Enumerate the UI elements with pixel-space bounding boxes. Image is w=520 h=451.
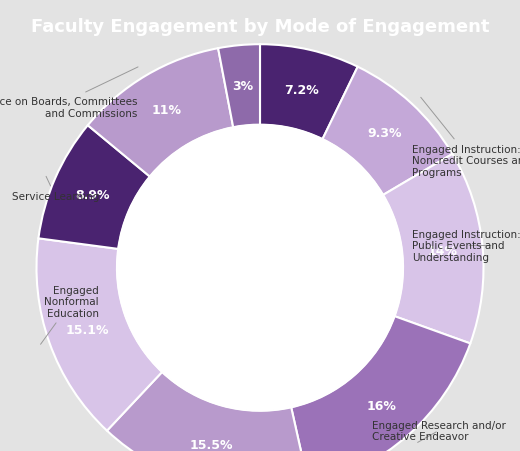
Text: 8.9%: 8.9% <box>75 189 109 202</box>
Text: Engaged Instruction:
Noncredit Courses and
Programs: Engaged Instruction: Noncredit Courses a… <box>412 98 520 178</box>
Wedge shape <box>383 155 484 344</box>
Text: 15.5%: 15.5% <box>190 438 233 451</box>
Wedge shape <box>107 372 309 451</box>
Text: 7.2%: 7.2% <box>284 83 318 97</box>
Text: Engaged
Nonformal
Education: Engaged Nonformal Education <box>41 285 99 345</box>
Text: 9.3%: 9.3% <box>367 127 401 140</box>
Text: 15.1%: 15.1% <box>66 323 109 336</box>
Text: Engaged Research and/or
Creative Endeavor: Engaged Research and/or Creative Endeavo… <box>372 420 505 442</box>
Wedge shape <box>36 239 162 431</box>
Wedge shape <box>322 68 452 195</box>
Text: Experiential Learning: Experiential Learning <box>0 450 1 451</box>
Text: 3%: 3% <box>232 79 253 92</box>
Text: Faculty Engagement by Mode of Engagement: Faculty Engagement by Mode of Engagement <box>31 18 489 36</box>
Text: Engaged Instruction:
Credit Courses and Programs: Engaged Instruction: Credit Courses and … <box>0 450 1 451</box>
Wedge shape <box>260 45 358 140</box>
Wedge shape <box>291 317 470 451</box>
Text: 14%: 14% <box>427 244 458 258</box>
Wedge shape <box>218 45 260 128</box>
Text: Clinical
Service: Clinical Service <box>0 450 1 451</box>
Text: 11%: 11% <box>152 104 181 117</box>
Wedge shape <box>38 126 150 249</box>
Circle shape <box>117 125 403 411</box>
Text: 16%: 16% <box>366 399 396 412</box>
Wedge shape <box>88 49 233 177</box>
Text: Service on Boards, Committees
and Commissions: Service on Boards, Committees and Commis… <box>0 68 138 118</box>
Text: Engaged Instruction:
Public Events and
Understanding: Engaged Instruction: Public Events and U… <box>412 229 520 262</box>
Text: Service Learning: Service Learning <box>11 177 99 202</box>
